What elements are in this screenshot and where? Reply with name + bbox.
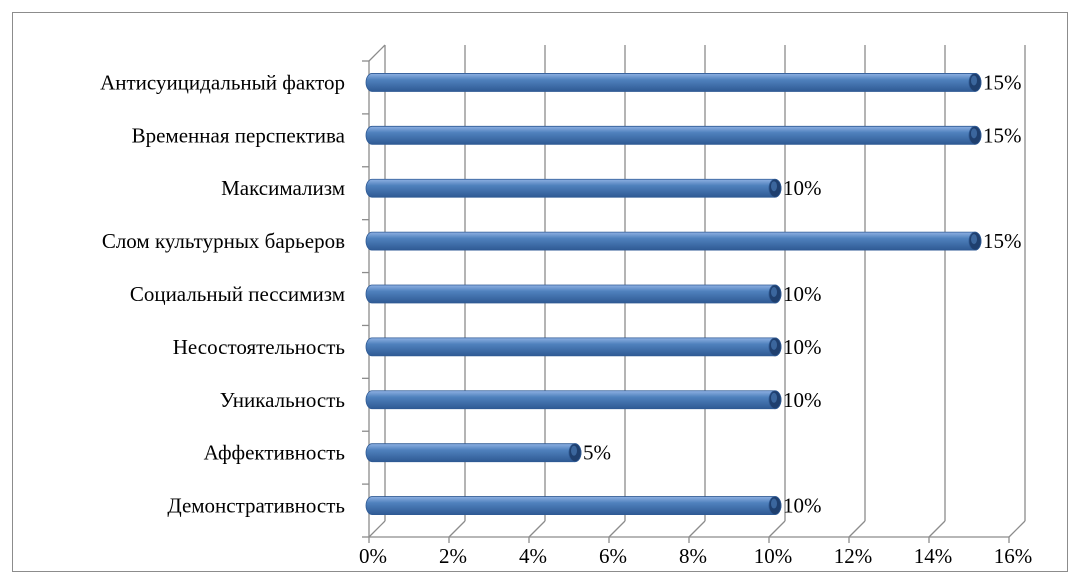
- floor-diagonal: [768, 520, 786, 538]
- data-label: 10%: [783, 494, 822, 518]
- bar-end-cap-highlight: [971, 75, 977, 86]
- x-tick-label: 4%: [519, 544, 547, 568]
- x-tick-label: 2%: [439, 544, 467, 568]
- data-label: 5%: [583, 441, 611, 465]
- category-label: Антисуицидальный фактор: [100, 70, 345, 94]
- x-tick-label: 14%: [914, 544, 953, 568]
- bar: [365, 496, 782, 515]
- x-tick-label: 6%: [599, 544, 627, 568]
- y-axis-top-diagonal: [368, 44, 386, 62]
- bar: [365, 231, 982, 251]
- floor-diagonal: [928, 520, 946, 538]
- bar: [365, 125, 982, 145]
- data-label: 15%: [983, 123, 1022, 147]
- x-tick-label: 8%: [679, 544, 707, 568]
- floor-diagonal: [528, 520, 546, 538]
- floor-diagonal: [848, 520, 866, 538]
- x-tick-label: 16%: [994, 544, 1033, 568]
- label-layer: 0% 2% 4% 6% 8% 10% 12% 14% 16% Антисуицидальный ф…: [100, 70, 1032, 568]
- bar-end-cap-highlight: [971, 234, 977, 245]
- floor-diagonal: [688, 520, 706, 538]
- bar-layer: [365, 73, 982, 515]
- x-tick-label: 10%: [754, 544, 793, 568]
- bar-end-cap-highlight: [771, 339, 777, 350]
- bar-end-cap-highlight: [771, 498, 777, 509]
- floor-diagonal: [1008, 520, 1026, 538]
- bar-end-cap-highlight: [771, 287, 777, 297]
- bar: [365, 178, 782, 198]
- floor-diagonal: [448, 520, 466, 538]
- bar: [365, 73, 982, 92]
- data-label: 10%: [783, 335, 822, 359]
- bar: [365, 284, 782, 304]
- category-label: Демонстративность: [167, 494, 345, 518]
- floor-diagonal: [368, 520, 386, 538]
- bar-end-cap-highlight: [571, 445, 577, 456]
- category-label: Слом культурных барьеров: [102, 229, 345, 253]
- category-label: Максимализм: [221, 176, 345, 200]
- floor-diagonal: [608, 520, 626, 538]
- data-label: 15%: [983, 70, 1022, 94]
- category-label: Временная перспектива: [132, 123, 346, 147]
- data-label: 10%: [783, 176, 822, 200]
- data-label: 15%: [983, 229, 1022, 253]
- bar-end-cap-highlight: [771, 181, 777, 192]
- data-label: 10%: [783, 282, 822, 306]
- bar: [365, 337, 782, 357]
- bar-end-cap-highlight: [771, 392, 777, 403]
- category-label: Несостоятельность: [173, 335, 345, 359]
- data-label: 10%: [783, 388, 822, 412]
- grid-layer: [368, 45, 1026, 538]
- category-label: Уникальность: [220, 388, 345, 412]
- bar: [365, 443, 582, 463]
- x-tick-label: 0%: [359, 544, 387, 568]
- bar: [365, 390, 782, 410]
- category-label: Аффективность: [204, 441, 345, 465]
- x-tick-label: 12%: [834, 544, 873, 568]
- bar-end-cap-highlight: [971, 128, 977, 139]
- category-label: Социальный пессимизм: [130, 282, 345, 306]
